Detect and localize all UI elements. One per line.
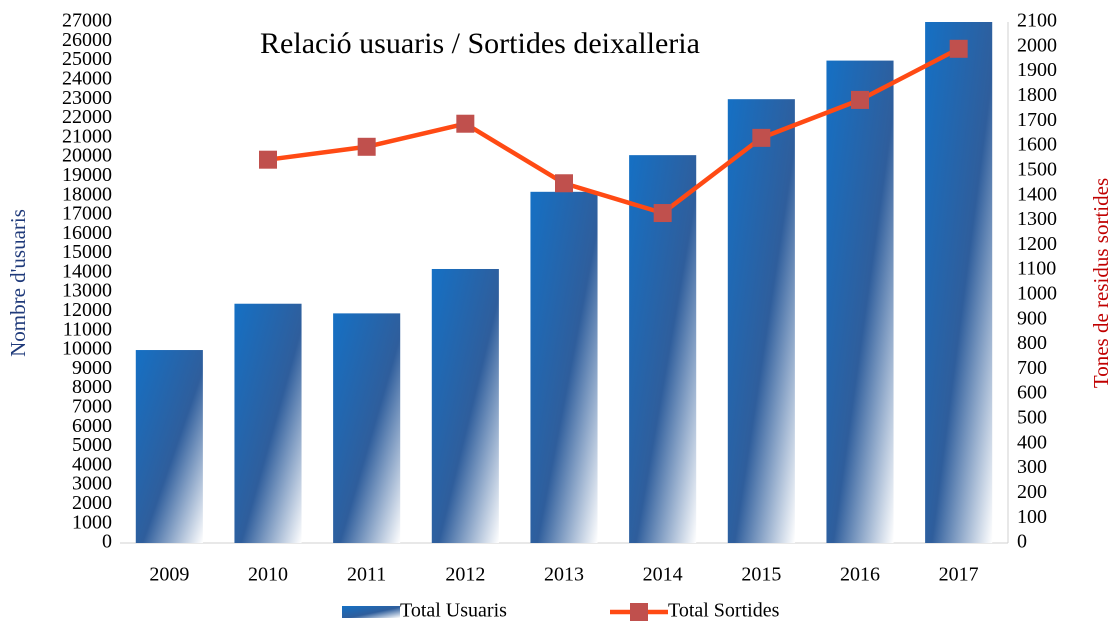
- y-tick-label: 3000: [72, 473, 112, 495]
- y-tick-label: 0: [102, 531, 112, 553]
- y2-tick-label: 1300: [1017, 208, 1057, 230]
- y-tick-label: 11000: [63, 318, 112, 340]
- x-tick-label: 2011: [347, 564, 386, 586]
- y2-tick-label: 1900: [1017, 59, 1057, 81]
- line-marker: [949, 39, 968, 58]
- y2-tick-label: 500: [1017, 407, 1047, 429]
- y-tick-label: 21000: [62, 125, 112, 147]
- y-tick-label: 5000: [72, 434, 112, 456]
- y2-tick-label: 200: [1017, 481, 1047, 503]
- bar: [135, 350, 203, 543]
- y2-tick-label: 1700: [1017, 109, 1057, 131]
- chart-title: Relació usuaris / Sortides deixalleria: [260, 27, 700, 60]
- legend-marker: [630, 603, 648, 621]
- y2-axis-title: Tones de residus sortides: [1089, 178, 1113, 388]
- x-tick-label: 2010: [248, 564, 288, 586]
- y2-tick-label: 1800: [1017, 84, 1057, 106]
- y2-tick-label: 0: [1017, 531, 1027, 553]
- x-tick-label: 2014: [643, 564, 683, 586]
- y-axis-title: Nombre d'usuaris: [6, 209, 30, 357]
- x-tick-label: 2012: [445, 564, 485, 586]
- y2-tick-label: 600: [1017, 382, 1047, 404]
- legend-label: Total Sortides: [668, 600, 780, 622]
- y2-tick-label: 1400: [1017, 183, 1057, 205]
- bar: [826, 60, 894, 544]
- y2-tick-label: 900: [1017, 307, 1047, 329]
- x-tick-label: 2017: [939, 564, 979, 586]
- y-tick-label: 17000: [62, 203, 112, 225]
- y2-tick-label: 2100: [1017, 10, 1057, 32]
- y-tick-label: 9000: [72, 357, 112, 379]
- line-marker: [851, 90, 869, 109]
- x-tick-label: 2016: [840, 564, 880, 586]
- y2-tick-label: 300: [1017, 456, 1047, 478]
- y2-tick-label: 800: [1017, 332, 1047, 354]
- line-marker: [357, 137, 376, 156]
- legend-label: Total Usuaris: [400, 600, 507, 622]
- y-tick-label: 14000: [62, 260, 112, 282]
- y-tick-label: 4000: [72, 453, 112, 475]
- y-tick-label: 13000: [62, 280, 112, 302]
- y-tick-label: 19000: [62, 164, 112, 186]
- y-tick-label: 7000: [72, 396, 112, 418]
- y2-tick-label: 400: [1017, 431, 1047, 453]
- bar: [727, 99, 795, 544]
- y-tick-label: 18000: [62, 183, 112, 205]
- line-marker: [259, 150, 277, 169]
- y2-tick-label: 100: [1017, 506, 1047, 528]
- y-tick-label: 22000: [62, 106, 112, 128]
- line-marker: [555, 174, 573, 193]
- x-tick-label: 2009: [149, 564, 189, 586]
- y2-tick-label: 1600: [1017, 134, 1057, 156]
- bar: [234, 303, 302, 543]
- x-tick-label: 2013: [544, 564, 584, 586]
- line-marker: [752, 128, 771, 147]
- line-marker: [456, 114, 475, 133]
- y-tick-label: 10000: [62, 338, 112, 360]
- y-tick-label: 24000: [62, 67, 112, 89]
- y-tick-label: 12000: [62, 299, 112, 321]
- y-tick-label: 16000: [62, 222, 112, 244]
- y-tick-label: 15000: [62, 241, 112, 263]
- legend-swatch: [342, 606, 400, 618]
- line: [267, 46, 960, 216]
- y-tick-label: 27000: [62, 10, 112, 32]
- y-tick-label: 23000: [62, 87, 112, 109]
- y-tick-label: 1000: [72, 511, 112, 533]
- y-tick-label: 6000: [72, 415, 112, 437]
- bar: [925, 22, 993, 543]
- y2-tick-label: 1000: [1017, 282, 1057, 304]
- bar: [431, 268, 499, 543]
- y-tick-label: 2000: [72, 492, 112, 514]
- y-tick-label: 20000: [62, 145, 112, 167]
- y2-tick-label: 700: [1017, 357, 1047, 379]
- y-tick-label: 26000: [62, 29, 112, 51]
- line-marker: [653, 204, 672, 223]
- bar: [333, 313, 401, 543]
- y2-tick-label: 2000: [1017, 34, 1057, 56]
- y2-tick-label: 1200: [1017, 233, 1057, 255]
- y2-tick-label: 1100: [1017, 258, 1056, 280]
- bar: [530, 191, 598, 543]
- x-tick-label: 2015: [741, 564, 781, 586]
- y-tick-label: 8000: [72, 376, 112, 398]
- y2-tick-label: 1500: [1017, 158, 1057, 180]
- y-tick-label: 25000: [62, 48, 112, 70]
